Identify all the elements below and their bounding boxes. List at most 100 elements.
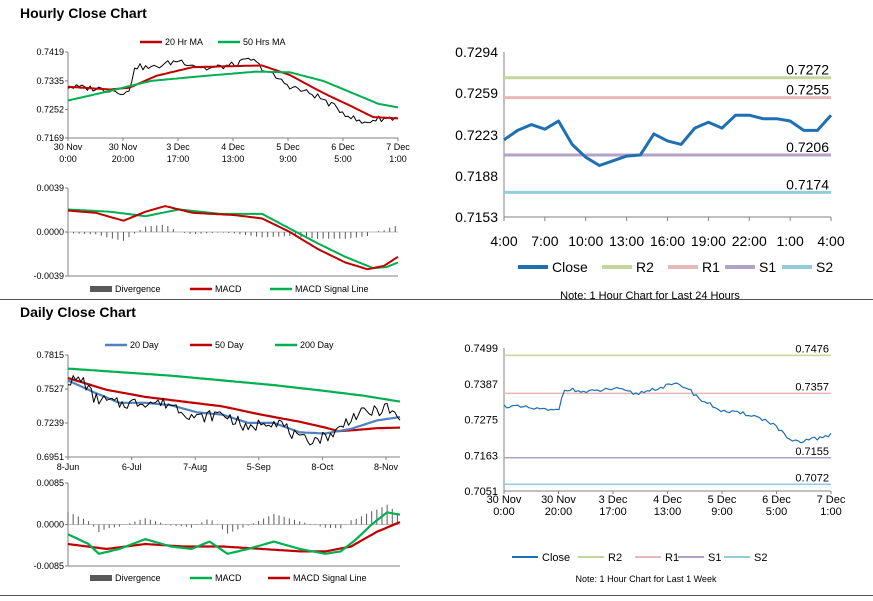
weekly-levels-legend-r1-label: R1	[665, 552, 679, 564]
daily-section-title: Daily Close Chart	[20, 304, 136, 320]
hourly-levels-xtick: 10:00	[568, 233, 603, 249]
hourly-levels-legend-close-label: Close	[552, 259, 588, 275]
weekly-levels-close-line	[503, 382, 832, 444]
hourly-macd-signal-line	[67, 208, 399, 270]
weekly-levels-xtick: 9:00	[711, 506, 732, 518]
hourly-levels-ytick: 0.7294	[455, 44, 498, 60]
hourly-levels-ytick: 0.7259	[455, 85, 498, 101]
daily-ma-series-200-day	[67, 367, 401, 403]
daily-macd-signal-line	[67, 521, 401, 553]
hourly-ma-xtick: 9:00	[279, 154, 297, 164]
section-divider	[0, 299, 873, 300]
daily-ma-xtick: 6-Jul	[122, 462, 142, 472]
hourly-levels-xtick: 4:00	[490, 233, 517, 249]
hourly-macd-legend-signal-label: MACD Signal Line	[295, 284, 369, 294]
weekly-levels-xtick: 13:00	[654, 506, 682, 518]
daily-ma-legend-20day-label: 20 Day	[130, 340, 159, 350]
hourly-levels-xtick: 1:00	[777, 233, 804, 249]
weekly-levels-xtick: 30 Nov	[487, 494, 522, 506]
hourly-levels-legend-s1-label: S1	[759, 259, 776, 275]
daily-ma-xtick: 8-Nov	[374, 462, 399, 472]
daily-ma-xtick: 8-Jun	[57, 462, 80, 472]
daily-ma-ytick: 0.7527	[36, 384, 64, 394]
weekly-levels-xtick: 4 Dec	[653, 494, 682, 506]
hourly-ma-ytick: 0.7335	[36, 76, 64, 86]
weekly-levels-legend-s1-label: S1	[708, 552, 721, 564]
hourly-ma-ytick: 0.7169	[36, 133, 64, 143]
weekly-levels-xtick: 0:00	[493, 506, 514, 518]
weekly-level-s2-label: 0.7072	[795, 472, 829, 484]
weekly-levels-ytick: 0.7275	[464, 415, 498, 427]
hourly-levels-legend-r2-label: R2	[636, 259, 654, 275]
daily-macd-ytick: 0.0085	[36, 478, 64, 488]
hourly-ma-xtick: 13:00	[222, 154, 245, 164]
hourly-ma-xtick: 6 Dec	[331, 142, 355, 152]
weekly-levels-ytick: 0.7387	[464, 379, 498, 391]
weekly-levels-xtick: 17:00	[599, 506, 627, 518]
daily-ma-xtick: 7-Aug	[183, 462, 207, 472]
hourly-macd-legend-divergence-label: Divergence	[115, 284, 161, 294]
hourly-levels-xtick: 4:00	[817, 233, 844, 249]
hourly-ma-ytick: 0.7419	[36, 47, 64, 57]
daily-macd-legend-divergence-swatch	[90, 575, 112, 581]
weekly-level-r1-label: 0.7357	[795, 381, 829, 393]
hourly-macd-ytick: 0.0000	[36, 227, 64, 237]
hourly-levels-xtick: 22:00	[732, 233, 767, 249]
daily-ma-series-20-day	[67, 379, 401, 435]
daily-macd-legend-signal-label: MACD Signal Line	[293, 573, 367, 583]
hourly-level-r2-label: 0.7272	[786, 62, 829, 78]
daily-ma-ytick: 0.7815	[36, 350, 64, 360]
hourly-ma-xtick: 7 Dec	[386, 142, 410, 152]
hourly-levels-note: Note: 1 Hour Chart for Last 24 Hours	[560, 290, 740, 302]
hourly-macd-legend-macd-label: MACD	[215, 284, 242, 294]
hourly-ma-ytick: 0.7252	[36, 104, 64, 114]
hourly-level-s1-label: 0.7206	[786, 139, 829, 155]
daily-macd-ytick: -0.0085	[33, 561, 64, 571]
weekly-levels-xtick: 5 Dec	[708, 494, 737, 506]
hourly-ma-series-50-hrs-ma	[67, 70, 399, 109]
hourly-macd-line	[67, 205, 399, 271]
hourly-ma-series-close	[67, 57, 399, 124]
hourly-levels-close-line	[503, 113, 833, 167]
hourly-ma-xtick: 30 Nov	[54, 142, 83, 152]
hourly-ma-xtick: 30 Nov	[109, 142, 138, 152]
hourly-ma-xtick: 1:00	[389, 154, 407, 164]
weekly-levels-xtick: 1:00	[820, 506, 841, 518]
hourly-levels-ytick: 0.7188	[455, 168, 498, 184]
weekly-levels-legend-s2-label: S2	[754, 552, 767, 564]
hourly-ma-xtick: 17:00	[167, 154, 190, 164]
daily-ma-legend-50day-label: 50 Day	[215, 340, 244, 350]
hourly-levels-xtick: 13:00	[609, 233, 644, 249]
hourly-levels-ytick: 0.7223	[455, 127, 498, 143]
daily-ma-xtick: 5-Sep	[247, 462, 271, 472]
weekly-levels-ytick: 0.7163	[464, 450, 498, 462]
daily-ma-ytick: 0.6951	[36, 452, 64, 462]
hourly-ma-legend-20hr-label: 20 Hr MA	[165, 37, 203, 47]
weekly-levels-xtick: 7 Dec	[817, 494, 846, 506]
weekly-levels-xtick: 5:00	[766, 506, 787, 518]
hourly-macd-legend-divergence-swatch	[90, 286, 112, 292]
hourly-section-title: Hourly Close Chart	[20, 5, 147, 21]
hourly-macd-ytick: -0.0039	[33, 271, 64, 281]
weekly-levels-ytick: 0.7499	[464, 343, 498, 355]
hourly-ma-xtick: 5:00	[334, 154, 352, 164]
bottom-divider	[0, 595, 873, 596]
weekly-levels-ytick: 0.7051	[464, 486, 498, 498]
daily-ma-ytick: 0.7239	[36, 418, 64, 428]
hourly-levels-xtick: 7:00	[531, 233, 558, 249]
hourly-levels-legend-r1-label: R1	[702, 259, 720, 275]
hourly-ma-xtick: 0:00	[59, 154, 77, 164]
hourly-level-r1-label: 0.7255	[786, 82, 829, 98]
hourly-ma-xtick: 3 Dec	[166, 142, 190, 152]
hourly-macd-ytick: 0.0039	[36, 183, 64, 193]
weekly-levels-legend-r2-label: R2	[608, 552, 622, 564]
hourly-ma-xtick: 4 Dec	[221, 142, 245, 152]
hourly-ma-xtick: 20:00	[112, 154, 135, 164]
hourly-ma-xtick: 5 Dec	[276, 142, 300, 152]
weekly-levels-xtick: 30 Nov	[541, 494, 576, 506]
hourly-level-s2-label: 0.7174	[786, 176, 829, 192]
daily-ma-legend-200day-label: 200 Day	[300, 340, 334, 350]
weekly-levels-xtick: 3 Dec	[599, 494, 628, 506]
daily-macd-legend-macd-label: MACD	[215, 573, 242, 583]
